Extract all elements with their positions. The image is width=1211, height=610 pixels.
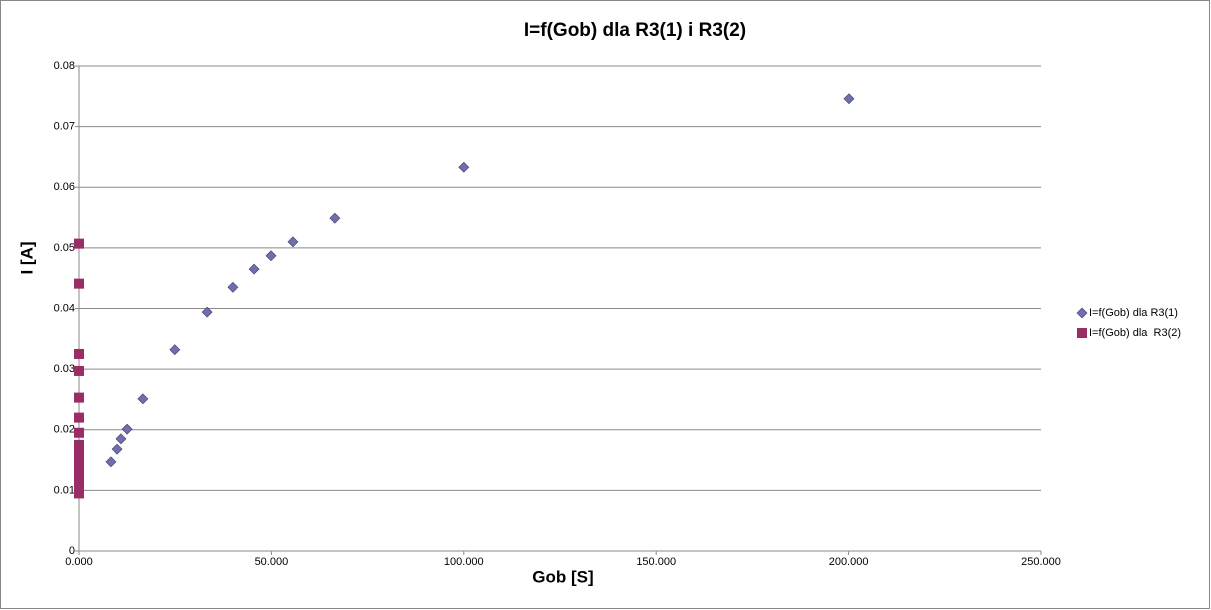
diamond-marker xyxy=(329,212,341,224)
square-marker xyxy=(74,439,84,450)
diamond-marker xyxy=(227,281,239,293)
x-tick-label: 250.000 xyxy=(1021,556,1061,568)
diamond-marker xyxy=(121,423,133,435)
diamond-marker xyxy=(137,393,149,405)
diamond-marker xyxy=(265,250,277,262)
legend-label: I=f(Gob) dla R3(2) xyxy=(1089,327,1181,339)
square-marker xyxy=(74,278,84,289)
y-tick-label: 0.02 xyxy=(54,424,75,436)
legend-marker xyxy=(1077,328,1087,338)
square-marker xyxy=(74,464,84,475)
y-axis-title: I [A] xyxy=(17,241,36,274)
legend-label: I=f(Gob) dla R3(1) xyxy=(1089,307,1178,319)
square-marker xyxy=(74,392,84,403)
y-tick-label: 0.05 xyxy=(54,242,75,254)
y-tick-label: 0.06 xyxy=(54,181,75,193)
square-marker xyxy=(74,238,84,249)
x-tick-label: 150.000 xyxy=(636,556,676,568)
y-tick-label: 0.08 xyxy=(54,60,75,72)
legend-marker xyxy=(1076,307,1088,319)
y-tick-label: 0.07 xyxy=(54,121,75,133)
diamond-marker xyxy=(843,93,855,105)
square-marker xyxy=(74,449,84,459)
square-marker xyxy=(74,412,84,423)
diamond-marker xyxy=(115,433,127,445)
y-tick-label: 0.03 xyxy=(54,363,75,375)
chart-title: I=f(Gob) dla R3(1) i R3(2) xyxy=(524,20,746,41)
square-marker xyxy=(74,458,84,469)
diamond-marker xyxy=(105,456,117,468)
y-tick-label: 0 xyxy=(69,545,75,557)
x-tick-label: 100.000 xyxy=(444,556,484,568)
diamond-marker xyxy=(111,443,123,455)
y-tick-label: 0.04 xyxy=(54,302,75,314)
diamond-marker xyxy=(287,236,299,248)
y-tick-label: 0.01 xyxy=(54,484,75,496)
x-tick-label: 200.000 xyxy=(829,556,869,568)
square-marker xyxy=(74,470,84,481)
diamond-marker xyxy=(201,306,213,318)
square-marker xyxy=(74,476,84,487)
diamond-marker xyxy=(248,263,260,275)
x-tick-label: 0.000 xyxy=(65,556,93,568)
diamond-marker xyxy=(458,161,470,173)
x-axis-title: Gob [S] xyxy=(532,567,593,586)
square-marker xyxy=(74,348,84,359)
square-marker xyxy=(74,482,84,493)
diamond-marker xyxy=(169,344,181,356)
x-tick-label: 50.000 xyxy=(255,556,289,568)
square-marker xyxy=(74,427,84,438)
square-marker xyxy=(74,488,84,499)
square-marker xyxy=(74,365,84,376)
